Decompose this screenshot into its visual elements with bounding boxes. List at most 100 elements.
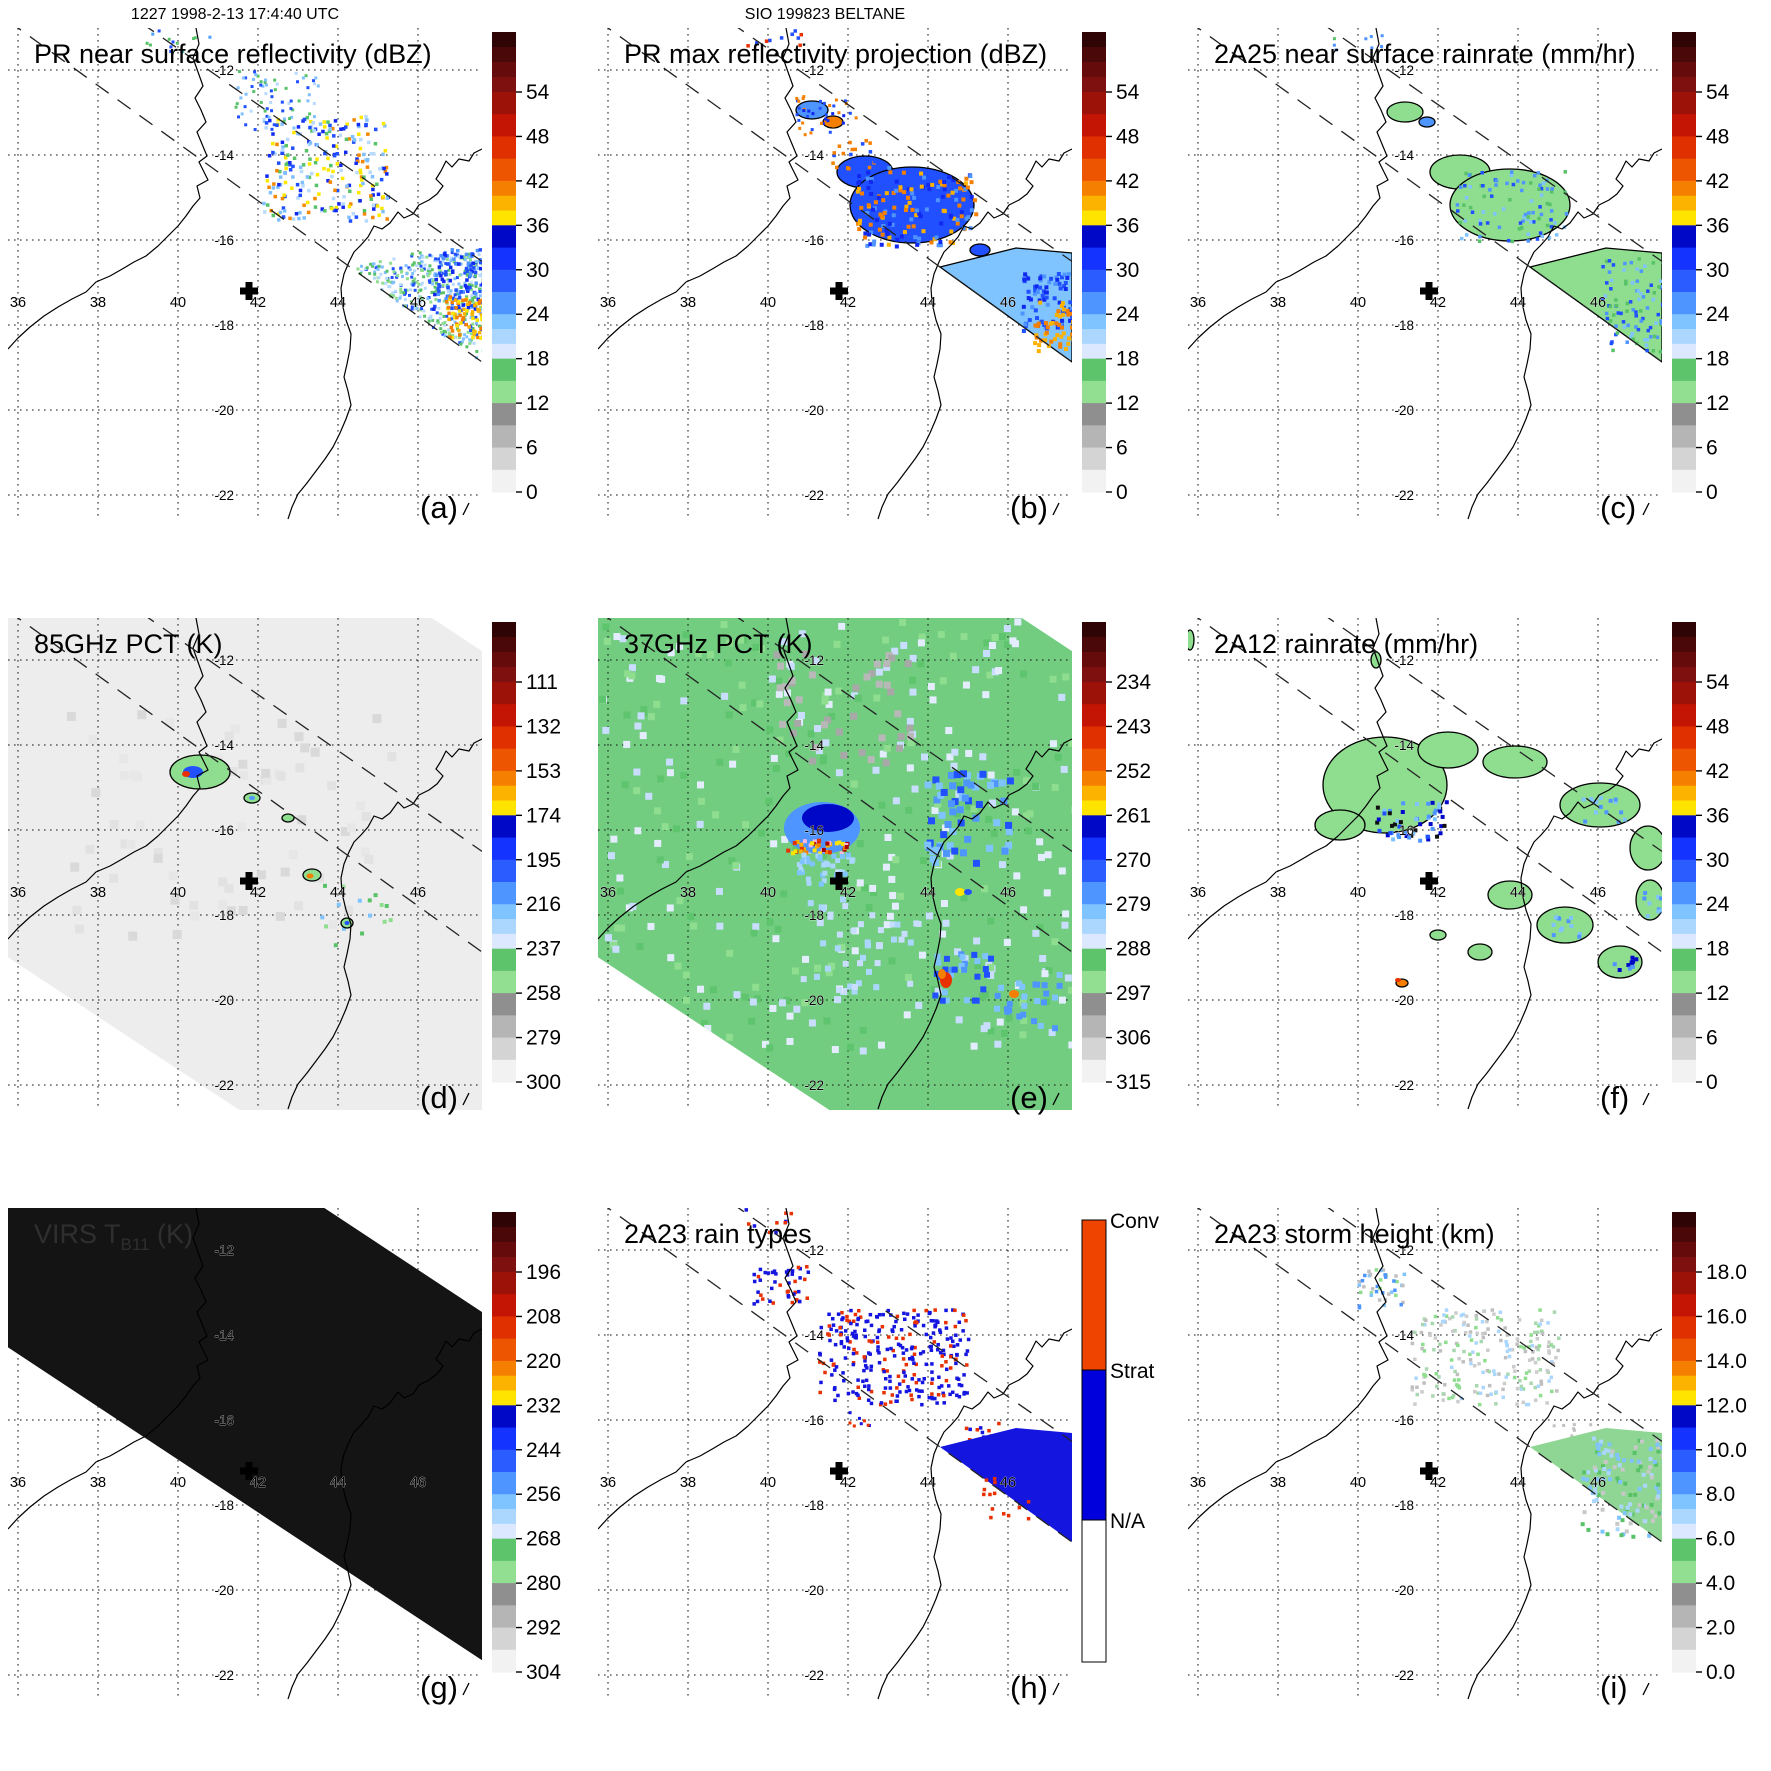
data-pixel bbox=[1619, 1533, 1624, 1538]
data-pixel bbox=[842, 960, 849, 967]
data-pixel bbox=[769, 1286, 774, 1291]
data-pixel bbox=[1014, 618, 1022, 626]
data-pixel bbox=[347, 204, 352, 209]
data-pixel bbox=[1536, 1330, 1540, 1334]
data-pixel bbox=[919, 857, 927, 865]
data-pixel bbox=[667, 954, 675, 962]
data-pixel bbox=[355, 170, 359, 175]
data-pixel bbox=[1433, 1314, 1438, 1319]
data-pixel bbox=[473, 307, 478, 311]
data-pixel bbox=[442, 299, 446, 303]
data-pixel bbox=[446, 294, 451, 298]
data-pixel bbox=[1036, 349, 1041, 354]
data-pixel bbox=[312, 128, 316, 133]
data-blob bbox=[964, 889, 972, 895]
data-pixel bbox=[896, 892, 904, 900]
colorbar-segment bbox=[1672, 1627, 1696, 1651]
data-pixel bbox=[1032, 981, 1039, 988]
colorbar-segment bbox=[1672, 314, 1696, 330]
data-pixel bbox=[883, 921, 891, 929]
data-pixel bbox=[636, 942, 644, 950]
map-corner-tick bbox=[462, 1092, 470, 1106]
data-pixel bbox=[292, 126, 296, 130]
data-pixel bbox=[1657, 285, 1661, 289]
colorbar-tick-label: 18 bbox=[526, 348, 549, 371]
data-pixel bbox=[989, 799, 997, 807]
data-pixel bbox=[610, 941, 618, 949]
data-pixel bbox=[1394, 1274, 1398, 1278]
data-pixel bbox=[286, 153, 290, 157]
africa-coastline bbox=[598, 1208, 799, 1530]
data-pixel bbox=[598, 695, 606, 703]
data-pixel bbox=[1519, 1387, 1524, 1391]
data-pixel bbox=[398, 296, 402, 300]
data-pixel bbox=[855, 883, 863, 891]
data-pixel bbox=[842, 165, 846, 169]
colorbar-segment bbox=[1672, 785, 1696, 802]
data-pixel bbox=[869, 1401, 874, 1406]
data-pixel bbox=[1396, 833, 1401, 838]
colorbar-segment bbox=[1082, 948, 1106, 972]
data-pixel bbox=[1447, 1396, 1451, 1401]
data-pixel bbox=[962, 1373, 966, 1377]
data-pixel bbox=[827, 1324, 832, 1328]
data-pixel bbox=[807, 900, 814, 907]
data-pixel bbox=[947, 972, 954, 979]
data-pixel bbox=[275, 123, 279, 127]
data-pixel bbox=[1521, 1387, 1526, 1391]
data-pixel bbox=[292, 156, 297, 160]
data-blob bbox=[969, 243, 991, 257]
swath-edge-dashed-line bbox=[16, 28, 482, 363]
data-pixel bbox=[848, 1411, 852, 1415]
data-pixel bbox=[1437, 802, 1442, 807]
data-pixel bbox=[1438, 1342, 1442, 1347]
data-pixel bbox=[795, 113, 799, 117]
panel-h: 36 38 40 42 44 46 -12 -14 -16 -18 -20 -22 2A23 rain … bbox=[590, 1180, 1180, 1771]
data-pixel bbox=[882, 211, 887, 216]
colorbar-segment bbox=[1082, 195, 1106, 212]
colorbar-segment bbox=[492, 1242, 516, 1258]
lat-tick-label: -18 bbox=[214, 1498, 234, 1513]
data-pixel bbox=[807, 109, 811, 113]
data-pixel bbox=[1032, 291, 1037, 296]
data-pixel bbox=[793, 849, 798, 854]
data-pixel bbox=[869, 1368, 873, 1372]
data-pixel bbox=[894, 1336, 899, 1341]
data-pixel bbox=[1635, 267, 1639, 271]
data-pixel bbox=[463, 333, 467, 337]
data-pixel bbox=[1660, 321, 1662, 325]
data-pixel bbox=[937, 1385, 941, 1390]
colorbar-segment bbox=[492, 195, 516, 212]
lon-tick-label: 36 bbox=[1190, 885, 1206, 901]
data-pixel bbox=[1632, 1450, 1637, 1455]
data-pixel bbox=[816, 843, 821, 848]
data-pixel bbox=[899, 234, 904, 239]
data-pixel bbox=[1617, 1463, 1622, 1468]
data-pixel bbox=[1601, 1490, 1606, 1495]
data-pixel bbox=[1657, 1511, 1662, 1516]
data-pixel bbox=[839, 853, 845, 859]
data-pixel bbox=[888, 654, 896, 662]
data-pixel bbox=[1538, 1393, 1543, 1398]
data-pixel bbox=[317, 132, 321, 136]
data-pixel bbox=[1485, 1368, 1490, 1373]
data-pixel bbox=[707, 651, 715, 659]
data-pixel bbox=[1536, 171, 1541, 175]
colorbar-segment bbox=[1672, 158, 1696, 182]
data-pixel bbox=[857, 921, 864, 928]
data-pixel bbox=[262, 119, 266, 123]
data-pixel bbox=[294, 211, 299, 216]
data-pixel bbox=[457, 295, 462, 300]
data-pixel bbox=[403, 298, 407, 302]
data-pixel bbox=[1413, 1357, 1417, 1362]
data-pixel bbox=[445, 314, 449, 318]
data-pixel bbox=[419, 264, 423, 268]
data-pixel bbox=[464, 285, 469, 289]
data-pixel bbox=[465, 312, 469, 316]
data-pixel bbox=[1622, 817, 1627, 822]
data-pixel bbox=[302, 216, 306, 220]
colorbar-segment bbox=[1082, 447, 1106, 471]
data-pixel bbox=[437, 271, 442, 276]
data-pixel bbox=[948, 240, 953, 245]
data-pixel bbox=[1040, 293, 1045, 298]
